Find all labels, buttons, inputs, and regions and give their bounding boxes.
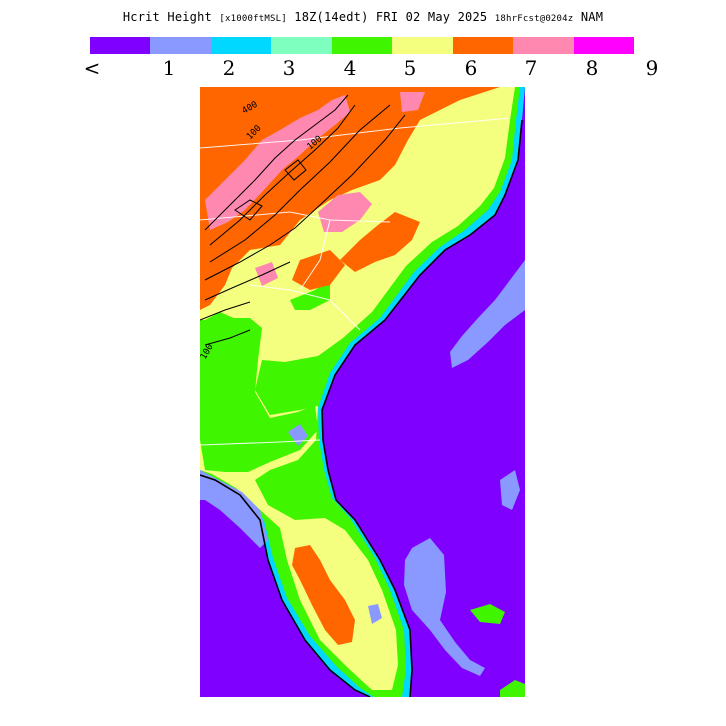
legend-tick: 8 <box>585 56 599 80</box>
map-canvas: 400 100 100 100 <box>200 87 525 697</box>
coastline <box>200 119 523 697</box>
weather-map: 400 100 100 100 <box>200 87 525 697</box>
land-orange-florida <box>292 545 355 645</box>
ocean-blue-keys <box>404 538 485 676</box>
legend-tick: 7 <box>524 56 538 80</box>
land-pink-north <box>400 92 425 112</box>
legend-tick: < <box>83 56 101 80</box>
ocean-blue-gulfstream <box>450 260 525 368</box>
title-model: NAM <box>580 10 604 24</box>
legend-tick: 2 <box>222 56 236 80</box>
legend-tick: 3 <box>282 56 296 80</box>
ocean-green-bahamas-2 <box>500 680 525 697</box>
color-legend <box>90 37 634 54</box>
land-pink-va <box>318 192 372 232</box>
legend-tick: 4 <box>343 56 357 80</box>
title-forecast: 18hrFcst@0204z <box>494 14 574 24</box>
land-pink-blueridge <box>205 95 350 230</box>
legend-swatch-0 <box>90 37 151 54</box>
terrain-contours <box>200 94 406 346</box>
legend-tick: 9 <box>645 56 659 80</box>
legend-swatch-8 <box>573 37 634 54</box>
title-product: Hcrit Height <box>122 10 212 24</box>
legend-tick: 5 <box>403 56 417 80</box>
ocean-blue-east <box>500 470 520 510</box>
legend-swatch-2 <box>210 37 272 54</box>
green-patch-georgia <box>200 318 318 472</box>
legend-swatch-1 <box>150 37 211 54</box>
ocean-blue-gulf <box>200 470 268 548</box>
legend-tick: 1 <box>162 56 176 80</box>
ocean-green-bahamas <box>470 604 505 624</box>
title-units: [x1000ftMSL] <box>219 14 287 24</box>
land-orange-mid <box>292 250 345 290</box>
state-boundaries <box>200 117 511 446</box>
land-orange-east <box>340 212 420 272</box>
legend-tick-labels: < 1 2 3 4 5 6 7 8 9 <box>0 56 726 82</box>
map-title: Hcrit Height [x1000ftMSL] 18Z(14edt) FRI… <box>0 10 726 24</box>
legend-swatch-7 <box>513 37 574 54</box>
legend-swatch-6 <box>452 37 514 54</box>
legend-tick: 6 <box>464 56 478 80</box>
land-pink-small <box>255 262 278 286</box>
legend-swatch-5 <box>392 37 453 54</box>
legend-swatch-3 <box>271 37 332 54</box>
title-valid-time: 18Z(14edt) FRI 02 May 2025 <box>294 10 488 24</box>
legend-swatch-4 <box>331 37 393 54</box>
ocean-blue-fl-lake <box>368 604 382 624</box>
